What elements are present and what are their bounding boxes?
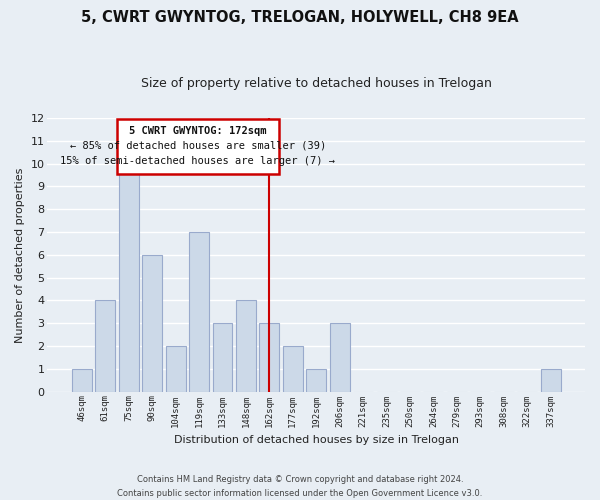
Bar [142,255,162,392]
Text: 15% of semi-detached houses are larger (7) →: 15% of semi-detached houses are larger (… [61,156,335,166]
X-axis label: Distribution of detached houses by size in Trelogan: Distribution of detached houses by size … [174,435,459,445]
Text: Contains HM Land Registry data © Crown copyright and database right 2024.
Contai: Contains HM Land Registry data © Crown c… [118,476,482,498]
Bar [259,323,280,392]
FancyBboxPatch shape [117,119,279,174]
Text: 5, CWRT GWYNTOG, TRELOGAN, HOLYWELL, CH8 9EA: 5, CWRT GWYNTOG, TRELOGAN, HOLYWELL, CH8… [81,10,519,25]
Bar [541,369,560,392]
Bar [189,232,209,392]
Bar [306,369,326,392]
Bar [236,300,256,392]
Y-axis label: Number of detached properties: Number of detached properties [15,167,25,342]
Text: 5 CWRT GWYNTOG: 172sqm: 5 CWRT GWYNTOG: 172sqm [129,126,266,136]
Text: ← 85% of detached houses are smaller (39): ← 85% of detached houses are smaller (39… [70,141,326,151]
Bar [330,323,350,392]
Bar [283,346,303,392]
Bar [119,164,139,392]
Bar [212,323,232,392]
Bar [72,369,92,392]
Bar [95,300,115,392]
Bar [166,346,185,392]
Title: Size of property relative to detached houses in Trelogan: Size of property relative to detached ho… [141,78,491,90]
